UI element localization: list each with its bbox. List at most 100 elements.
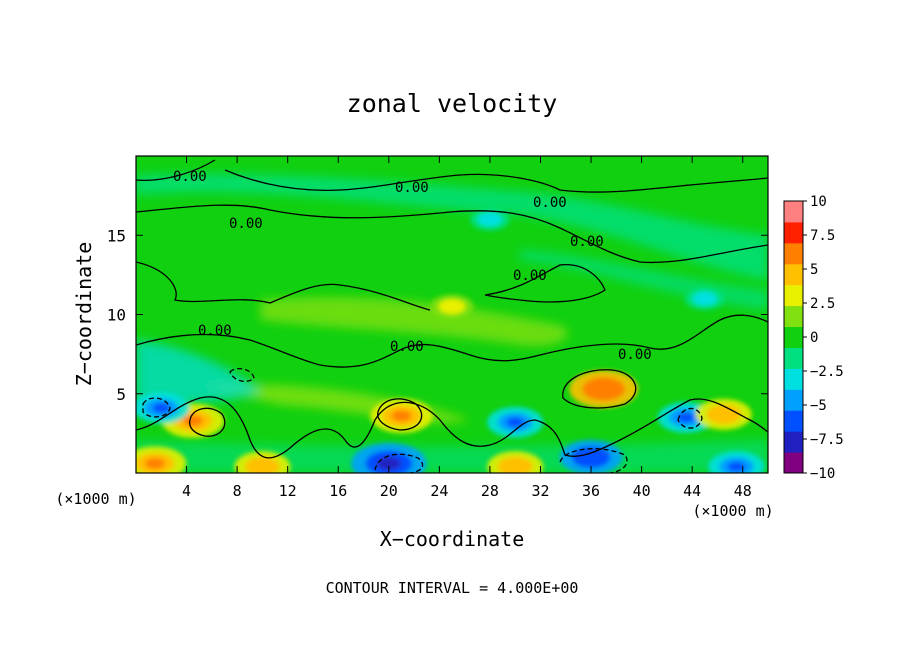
- colorbar-swatch: [784, 431, 803, 453]
- field-feature-core: [445, 302, 459, 311]
- x-tick-label: 44: [683, 482, 701, 500]
- field-feature-9: [708, 451, 765, 473]
- field-feature-13: [430, 294, 474, 319]
- y-axis-label: Z−coordinate: [72, 242, 96, 387]
- contour-label: 0.00: [173, 169, 207, 185]
- contour-warm-4: [189, 407, 226, 437]
- field-feature-core: [391, 410, 412, 422]
- colorbar-tick-label: 2.5: [810, 296, 835, 312]
- contour-label: 0.00: [395, 180, 429, 196]
- field-feature-core: [727, 461, 746, 472]
- chart-title: zonal velocity: [347, 89, 558, 118]
- mid-warm-band: [260, 296, 568, 346]
- field-feature-core: [152, 403, 171, 413]
- plot-area: 0.00 0.00 0.00 0.00 0.00 0.00 0.00 0.00 0.00: [136, 156, 768, 473]
- field-feature-14: [469, 208, 510, 231]
- field-feature-core: [253, 461, 272, 472]
- contour-zero-top: [136, 159, 768, 193]
- contour-label: 0.00: [618, 347, 652, 363]
- x-tick-labels: 4 8 12 16 20 24 28 32 36 40 44 48: [182, 482, 752, 500]
- y-tick-labels: 5 10 15: [107, 226, 126, 404]
- x-unit-left: (×1000 m): [55, 490, 136, 508]
- colorbar-ticks: 10 7.5 5 2.5 0 −2.5 −5 −7.5 −10: [803, 194, 844, 482]
- field-feature-core: [506, 461, 525, 472]
- field-feature-15: [684, 287, 725, 310]
- axis-ticks: [136, 156, 768, 473]
- colorbar-swatch: [784, 242, 803, 265]
- field-feature-3: [136, 446, 187, 473]
- field-feature-10: [695, 398, 752, 430]
- contour-warm-21: [377, 398, 423, 431]
- colorbar-tick-label: 10: [810, 194, 827, 210]
- x-tick-label: 32: [531, 482, 549, 500]
- contour-zero-middle: [136, 261, 606, 311]
- contour-cool-dashed-2: [374, 453, 424, 473]
- contour-interval: CONTOUR INTERVAL = 4.000E+00: [326, 579, 579, 597]
- contour-zero-bottom: [136, 396, 768, 459]
- field-feature-core: [506, 417, 525, 428]
- contour-warm-36: [562, 369, 637, 409]
- y-tick-label: 15: [107, 226, 126, 245]
- colorbar-swatch: [784, 201, 803, 223]
- field-feature-core: [698, 295, 712, 303]
- x-tick-label: 4: [182, 482, 191, 500]
- field-feature-1: [370, 398, 433, 434]
- field-features: [136, 208, 765, 473]
- colorbar-swatch: [784, 263, 803, 286]
- colorbar-swatch: [784, 347, 803, 369]
- x-tick-label: 12: [279, 482, 297, 500]
- contour-cool-dashed-3: [559, 448, 628, 473]
- x-axis-label: X−coordinate: [380, 527, 525, 551]
- colorbar-swatch: [784, 221, 803, 244]
- field-feature-core: [483, 215, 497, 223]
- y-tick-label: 10: [107, 306, 126, 325]
- colorbar-tick-label: 5: [810, 262, 818, 278]
- contour-label-layer: 0.00 0.00 0.00 0.00 0.00 0.00 0.00 0.00 0.00: [173, 169, 652, 363]
- field-feature-core: [714, 409, 733, 420]
- colorbar-swatch: [784, 410, 803, 432]
- colorbar-swatch: [784, 326, 803, 348]
- colorbar-tick-label: 0: [810, 330, 818, 346]
- x-tick-label: 16: [329, 482, 347, 500]
- contour-label: 0.00: [390, 339, 424, 355]
- contour-label: 0.00: [533, 195, 567, 211]
- field-feature-core: [376, 456, 401, 471]
- x-tick-label: 8: [233, 482, 242, 500]
- contour-label: 0.00: [513, 268, 547, 284]
- contour-cool-dashed-1: [142, 397, 171, 418]
- x-tick-label: 28: [481, 482, 499, 500]
- x-tick-label: 36: [582, 482, 600, 500]
- colorbar-tick-label: −2.5: [810, 364, 844, 380]
- colorbar: 10 7.5 5 2.5 0 −2.5 −5 −7.5 −10: [783, 194, 844, 482]
- colorbar-swatches: [784, 201, 803, 474]
- field-feature-11: [487, 451, 544, 473]
- contour-label: 0.00: [198, 323, 232, 339]
- x-unit-right: (×1000 m): [692, 502, 773, 520]
- colorbar-swatch: [784, 452, 803, 474]
- contour-cool-dashed-4: [677, 407, 703, 429]
- colorbar-tick-label: −5: [810, 398, 827, 414]
- lower-cool-region: [136, 340, 260, 410]
- x-tick-label: 20: [380, 482, 398, 500]
- contour-zero-lower: [136, 314, 768, 368]
- field-feature-core: [676, 412, 695, 423]
- field-feature-core: [592, 382, 615, 396]
- x-tick-label: 48: [734, 482, 752, 500]
- x-tick-label: 24: [430, 482, 448, 500]
- colorbar-tick-label: 7.5: [810, 228, 835, 244]
- field-feature-4: [351, 442, 427, 473]
- colorbar-tick-label: −10: [810, 466, 835, 482]
- colorbar-swatch: [784, 389, 803, 411]
- x-tick-label: 40: [633, 482, 651, 500]
- field-feature-core: [144, 457, 165, 469]
- contour-zero-upper: [136, 204, 768, 264]
- upper-cool-band: [136, 173, 768, 280]
- contour-lines: [136, 159, 768, 473]
- field-feature-0: [569, 370, 639, 408]
- contour-cool-dashed-5: [229, 367, 255, 383]
- field-feature-6: [487, 406, 544, 438]
- colorbar-swatch: [784, 368, 803, 390]
- field-feature-core: [182, 415, 203, 427]
- contour-label: 0.00: [229, 216, 263, 232]
